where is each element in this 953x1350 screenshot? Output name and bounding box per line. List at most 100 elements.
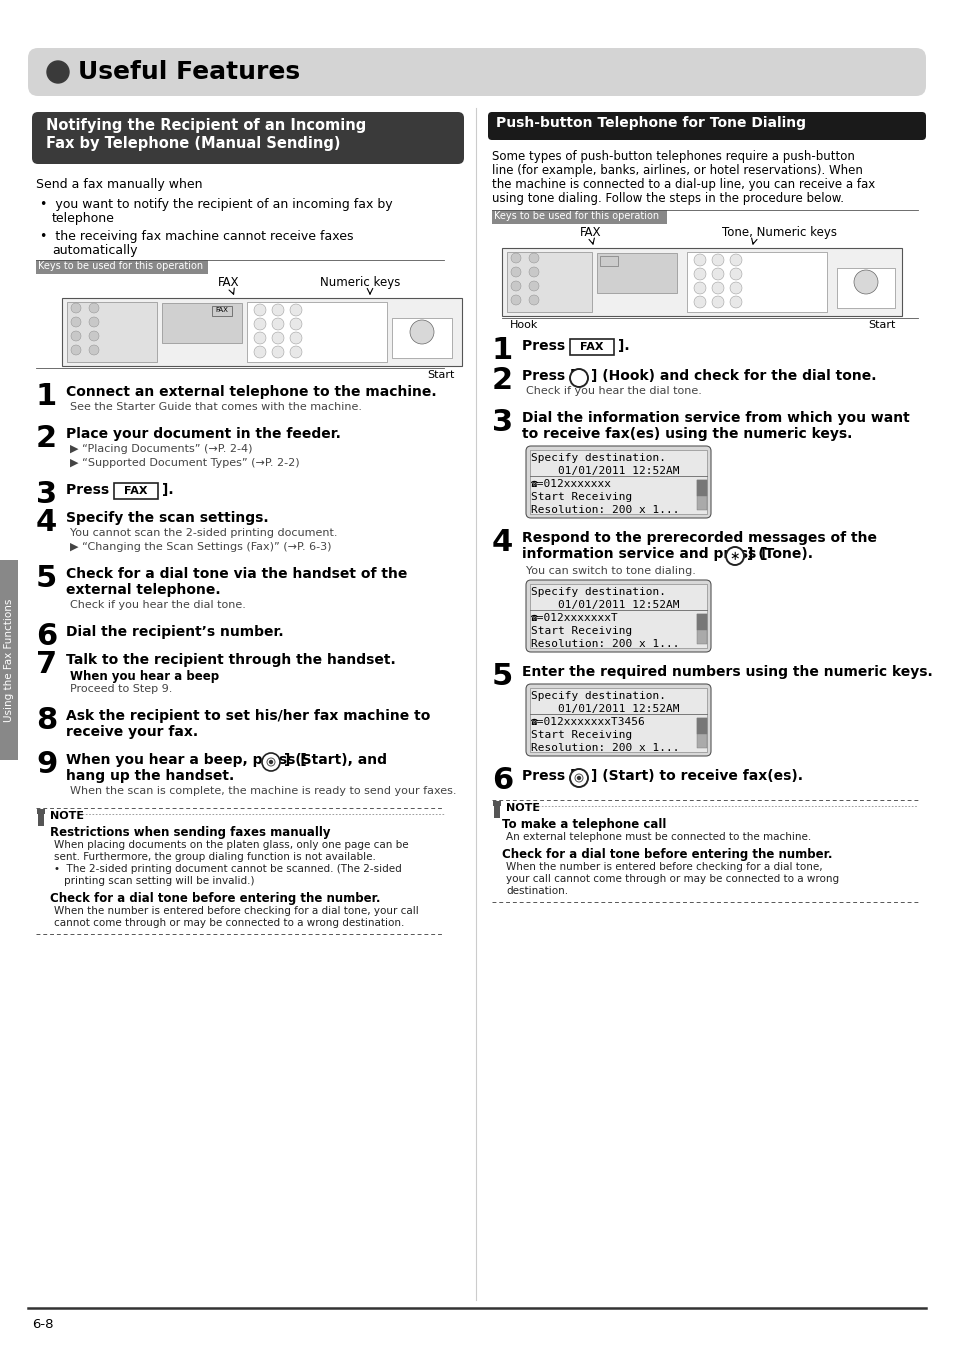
FancyBboxPatch shape: [525, 684, 710, 756]
Text: information service and press [: information service and press [: [521, 547, 767, 562]
Text: Check for a dial tone via the handset of the: Check for a dial tone via the handset of…: [66, 567, 407, 580]
Bar: [697, 718, 706, 748]
Text: 6-8: 6-8: [32, 1318, 53, 1331]
Text: Numeric keys: Numeric keys: [319, 275, 400, 289]
Text: sent. Furthermore, the group dialing function is not available.: sent. Furthermore, the group dialing fun…: [54, 852, 375, 863]
Text: •  the receiving fax machine cannot receive faxes: • the receiving fax machine cannot recei…: [40, 230, 354, 243]
Text: 8: 8: [36, 706, 57, 734]
Text: Check if you hear the dial tone.: Check if you hear the dial tone.: [70, 599, 246, 610]
Text: the machine is connected to a dial-up line, you can receive a fax: the machine is connected to a dial-up li…: [492, 178, 874, 190]
Circle shape: [267, 757, 274, 765]
Circle shape: [262, 753, 280, 771]
Bar: [599, 256, 618, 266]
Text: Connect an external telephone to the machine.: Connect an external telephone to the mac…: [66, 385, 436, 400]
Text: Start: Start: [867, 320, 895, 329]
Text: Notifying the Recipient of an Incoming: Notifying the Recipient of an Incoming: [46, 117, 366, 134]
Text: When the scan is complete, the machine is ready to send your faxes.: When the scan is complete, the machine i…: [70, 786, 456, 796]
Bar: [506, 252, 592, 312]
Circle shape: [711, 254, 723, 266]
Circle shape: [693, 254, 705, 266]
Text: 4: 4: [492, 528, 513, 558]
Circle shape: [272, 319, 284, 329]
Circle shape: [410, 320, 434, 344]
Circle shape: [71, 317, 81, 327]
Circle shape: [253, 346, 266, 358]
Text: Keys to be used for this operation: Keys to be used for this operation: [494, 211, 659, 221]
Circle shape: [853, 270, 877, 294]
Text: ] (Hook) and check for the dial tone.: ] (Hook) and check for the dial tone.: [590, 369, 876, 383]
FancyBboxPatch shape: [32, 112, 463, 163]
Text: Start: Start: [427, 370, 454, 379]
Circle shape: [511, 267, 520, 277]
Circle shape: [729, 254, 741, 266]
Circle shape: [89, 331, 99, 342]
Text: ] (Start), and: ] (Start), and: [284, 753, 387, 767]
Text: See the Starter Guide that comes with the machine.: See the Starter Guide that comes with th…: [70, 402, 361, 412]
Text: printing scan setting will be invalid.): printing scan setting will be invalid.): [64, 876, 254, 886]
Circle shape: [711, 282, 723, 294]
Circle shape: [290, 346, 302, 358]
Text: Dial the information service from which you want: Dial the information service from which …: [521, 410, 909, 425]
Text: ☎=012xxxxxxxT: ☎=012xxxxxxxT: [531, 613, 618, 622]
Text: Place your document in the feeder.: Place your document in the feeder.: [66, 427, 340, 441]
Text: FAX: FAX: [579, 225, 601, 239]
Circle shape: [290, 304, 302, 316]
Text: When placing documents on the platen glass, only one page can be: When placing documents on the platen gla…: [54, 840, 408, 850]
Text: telephone: telephone: [52, 212, 114, 225]
Text: 3: 3: [36, 481, 57, 509]
Text: Specify destination.: Specify destination.: [531, 587, 665, 597]
Text: Enter the required numbers using the numeric keys.: Enter the required numbers using the num…: [521, 666, 932, 679]
Bar: [686, 252, 826, 312]
FancyBboxPatch shape: [525, 446, 710, 518]
Text: Check for a dial tone before entering the number.: Check for a dial tone before entering th…: [50, 892, 380, 904]
Bar: [212, 306, 232, 316]
Circle shape: [693, 296, 705, 308]
Bar: [697, 718, 706, 734]
Text: Some types of push-button telephones require a push-button: Some types of push-button telephones req…: [492, 150, 854, 163]
Circle shape: [269, 760, 273, 764]
Text: Using the Fax Functions: Using the Fax Functions: [4, 598, 14, 722]
Bar: [37, 809, 45, 814]
Text: destination.: destination.: [505, 886, 568, 896]
Bar: [67, 302, 157, 362]
Text: ▶ “Supported Document Types” (→P. 2-2): ▶ “Supported Document Types” (→P. 2-2): [70, 458, 299, 468]
Bar: [501, 248, 901, 316]
Text: receive your fax.: receive your fax.: [66, 725, 198, 738]
Circle shape: [290, 332, 302, 344]
Bar: [597, 252, 677, 293]
Text: Press [: Press [: [521, 339, 576, 352]
Bar: [113, 483, 158, 499]
Circle shape: [529, 267, 538, 277]
FancyBboxPatch shape: [525, 580, 710, 652]
Circle shape: [272, 346, 284, 358]
Text: Respond to the prerecorded messages of the: Respond to the prerecorded messages of t…: [521, 531, 876, 545]
Text: automatically: automatically: [52, 244, 137, 256]
Text: 1: 1: [36, 382, 57, 410]
Text: •  you want to notify the recipient of an incoming fax by: • you want to notify the recipient of an…: [40, 198, 393, 211]
Text: Specify destination.: Specify destination.: [531, 454, 665, 463]
Circle shape: [529, 281, 538, 292]
Text: 4: 4: [36, 508, 57, 537]
Text: Check for a dial tone before entering the number.: Check for a dial tone before entering th…: [501, 848, 832, 861]
Text: Push-button Telephone for Tone Dialing: Push-button Telephone for Tone Dialing: [496, 116, 805, 130]
Text: Press [: Press [: [521, 769, 576, 783]
Text: When you hear a beep, press [: When you hear a beep, press [: [66, 753, 306, 767]
Text: ∗: ∗: [729, 549, 740, 563]
Text: Specify destination.: Specify destination.: [531, 691, 665, 701]
Text: ☎=012xxxxxxxT3456: ☎=012xxxxxxxT3456: [531, 717, 645, 728]
Text: Useful Features: Useful Features: [78, 59, 300, 84]
Text: Press [: Press [: [66, 483, 120, 497]
Circle shape: [711, 269, 723, 279]
Circle shape: [290, 319, 302, 329]
Text: ▶ “Changing the Scan Settings (Fax)” (→P. 6-3): ▶ “Changing the Scan Settings (Fax)” (→P…: [70, 541, 331, 552]
Text: Keys to be used for this operation: Keys to be used for this operation: [38, 261, 203, 271]
Bar: [697, 614, 706, 644]
Text: NOTE: NOTE: [505, 803, 539, 813]
Circle shape: [729, 282, 741, 294]
Text: Resolution: 200 x 1...: Resolution: 200 x 1...: [531, 639, 679, 649]
Text: When the number is entered before checking for a dial tone, your call: When the number is entered before checki…: [54, 906, 418, 917]
Bar: [36, 261, 208, 274]
Circle shape: [729, 296, 741, 308]
Text: When you hear a beep: When you hear a beep: [70, 670, 219, 683]
Circle shape: [529, 252, 538, 263]
